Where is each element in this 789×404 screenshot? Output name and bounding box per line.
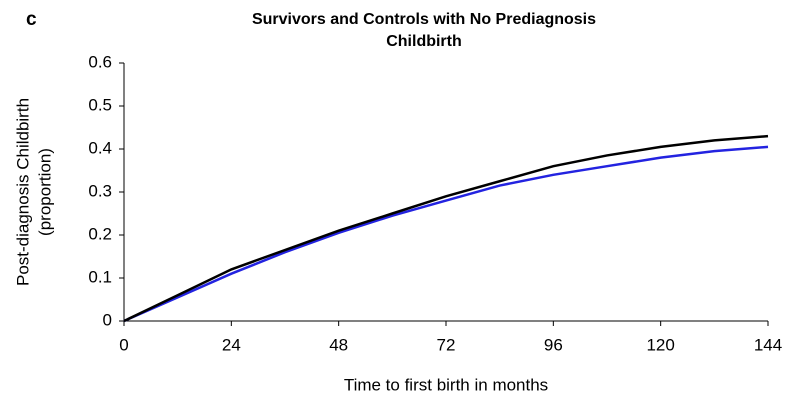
y-tick-label: 0.2 bbox=[88, 224, 112, 243]
x-tick-label: 48 bbox=[329, 335, 348, 354]
x-tick-label: 120 bbox=[646, 335, 674, 354]
y-tick-label: 0.6 bbox=[88, 52, 112, 71]
y-tick-label: 0.1 bbox=[88, 267, 112, 286]
y-tick-label: 0.4 bbox=[88, 138, 112, 157]
x-tick-label: 144 bbox=[754, 335, 782, 354]
x-tick-label: 24 bbox=[222, 335, 241, 354]
series-line bbox=[123, 145, 769, 323]
y-tick-label: 0 bbox=[103, 310, 112, 329]
y-axis-title: (proportion) bbox=[35, 148, 54, 236]
panel-label: c bbox=[26, 9, 37, 30]
y-tick-label: 0.3 bbox=[88, 181, 112, 200]
x-axis-title: Time to first birth in months bbox=[344, 375, 548, 394]
chart-title: Childbirth bbox=[386, 33, 462, 50]
x-tick-label: 0 bbox=[119, 335, 128, 354]
y-axis-title: Post-diagnosis Childbirth bbox=[13, 98, 32, 286]
chart-title: Survivors and Controls with No Prediagno… bbox=[252, 11, 596, 28]
series-line bbox=[123, 134, 769, 323]
x-tick-label: 96 bbox=[544, 335, 563, 354]
x-tick-label: 72 bbox=[437, 335, 456, 354]
y-tick-label: 0.5 bbox=[88, 95, 112, 114]
